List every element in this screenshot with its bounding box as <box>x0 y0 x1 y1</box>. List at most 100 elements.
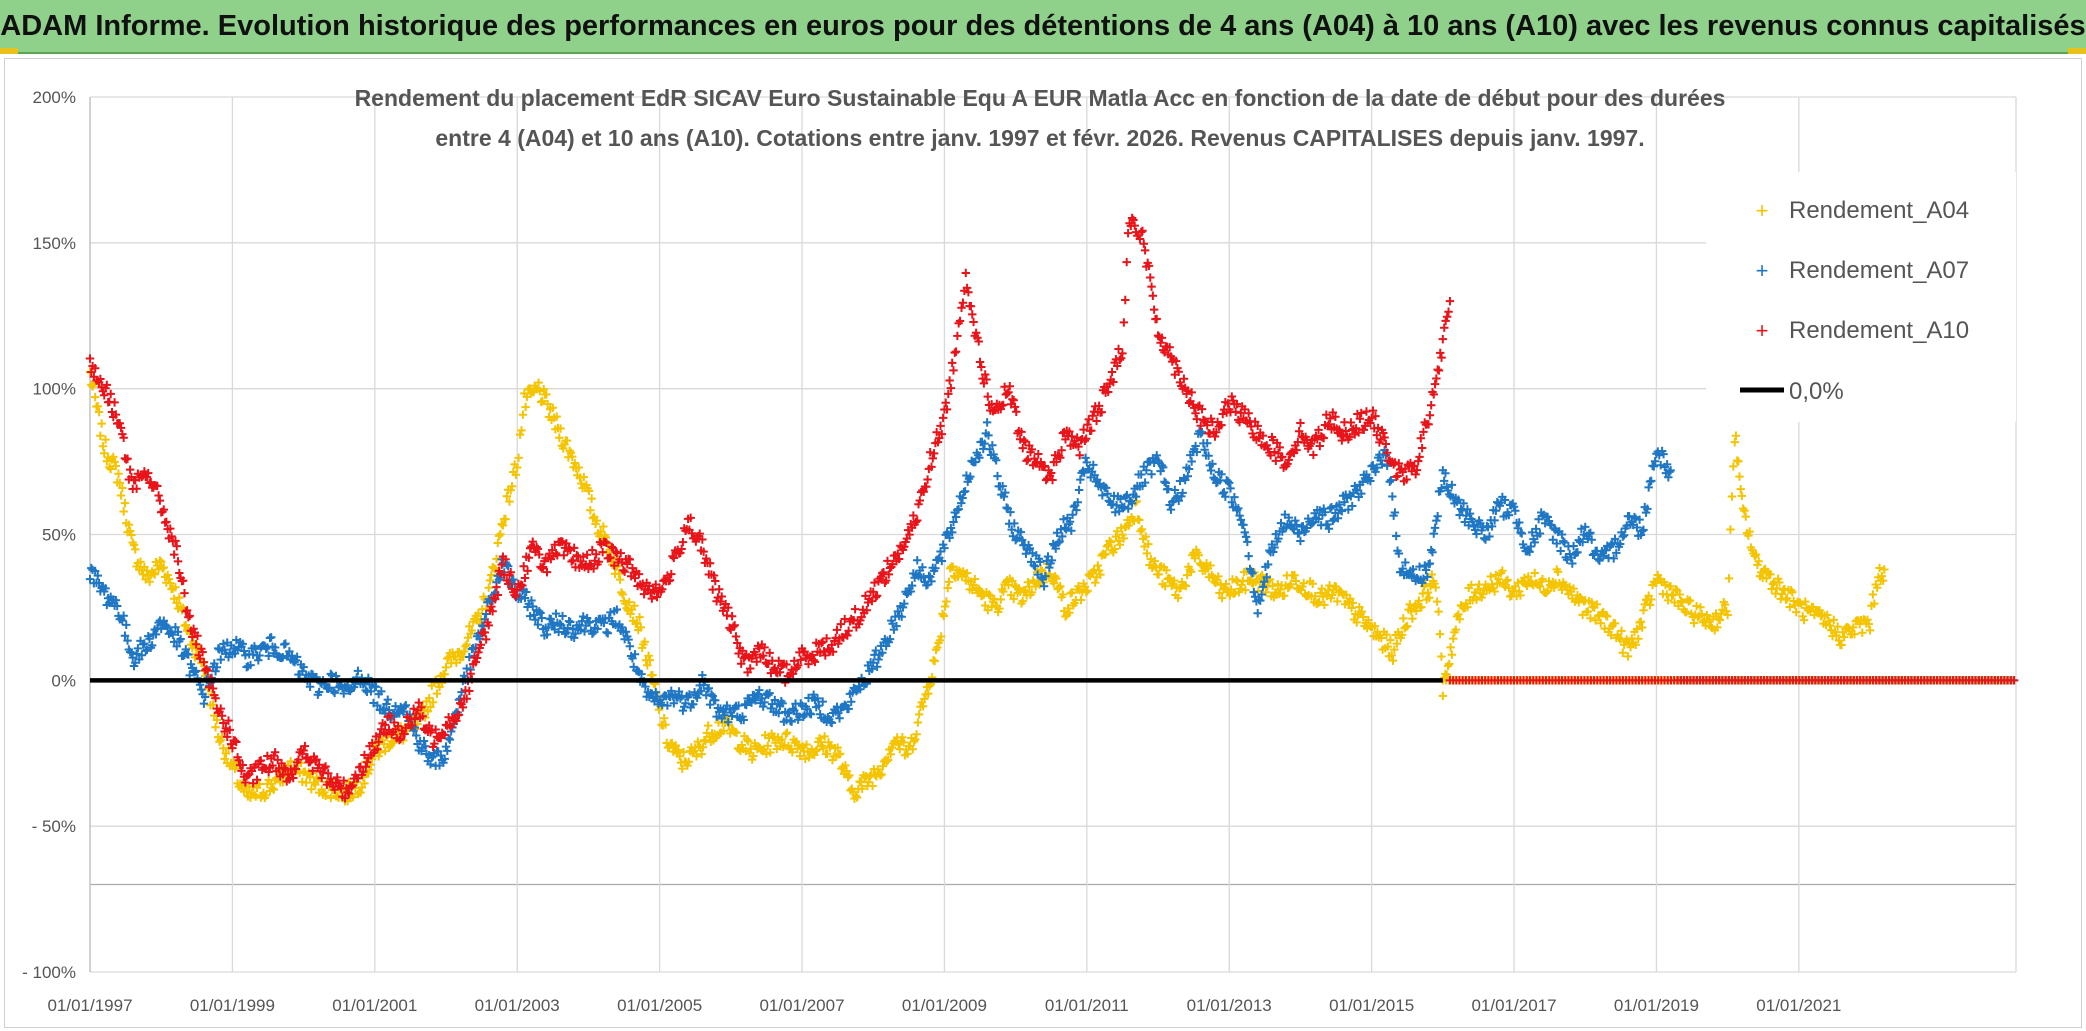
point-a07 <box>1159 463 1168 472</box>
point-a07 <box>1630 512 1639 522</box>
point-a07 <box>834 708 843 718</box>
point-a04 <box>1718 605 1727 614</box>
point-a07 <box>270 643 280 652</box>
point-a07 <box>1357 489 1366 498</box>
point-a04 <box>1583 607 1593 616</box>
point-a07 <box>1610 534 1620 544</box>
point-a10 <box>942 405 952 414</box>
point-a10 <box>199 657 209 667</box>
point-a04 <box>131 545 140 554</box>
point-a10 <box>1144 261 1154 271</box>
point-a04 <box>1863 615 1872 625</box>
point-a04 <box>1317 584 1326 593</box>
point-a04 <box>1135 515 1144 525</box>
point-a07 <box>1415 562 1424 571</box>
point-a07 <box>141 646 150 656</box>
point-a04 <box>163 570 172 580</box>
point-a07 <box>527 596 536 605</box>
point-a10 <box>790 656 799 666</box>
point-a10 <box>418 712 427 721</box>
point-a04 <box>940 602 950 611</box>
point-a04 <box>908 745 917 754</box>
point-a10 <box>936 421 945 431</box>
point-a10 <box>142 472 152 482</box>
point-a04 <box>811 746 820 756</box>
point-a10 <box>630 573 640 583</box>
point-a04 <box>441 663 451 672</box>
point-a10 <box>1444 307 1453 316</box>
point-a04 <box>1229 589 1238 598</box>
point-a04 <box>1105 536 1114 546</box>
point-a04 <box>552 412 561 421</box>
point-a04 <box>1503 575 1512 585</box>
point-a07 <box>1016 527 1025 537</box>
point-a04 <box>1735 472 1744 481</box>
point-a07 <box>254 656 263 665</box>
point-a07 <box>1089 460 1098 470</box>
point-a04 <box>788 748 797 757</box>
point-a10 <box>221 724 231 733</box>
point-a07 <box>1480 534 1489 543</box>
point-a04 <box>175 593 184 602</box>
point-a04 <box>615 575 625 584</box>
point-a04 <box>1430 579 1439 588</box>
point-a10 <box>1244 409 1253 418</box>
point-a10 <box>100 391 109 400</box>
point-a04 <box>102 457 112 466</box>
point-a07 <box>1292 520 1301 530</box>
point-a07 <box>827 718 836 728</box>
zero-point-a10 <box>2009 676 2019 685</box>
point-a07 <box>874 655 883 664</box>
point-a07 <box>421 741 430 751</box>
point-a10 <box>501 555 510 564</box>
point-a07 <box>774 708 783 718</box>
point-a07 <box>707 690 716 699</box>
point-a07 <box>949 517 958 527</box>
point-a04 <box>1364 615 1373 625</box>
point-a07 <box>353 666 363 676</box>
x-tick-label: 01/01/1997 <box>47 996 132 1015</box>
point-a10 <box>834 639 843 648</box>
point-a04 <box>877 770 886 779</box>
point-a04 <box>1427 570 1437 579</box>
point-a07 <box>1244 551 1253 561</box>
point-a10 <box>804 659 813 669</box>
point-a07 <box>1253 609 1262 618</box>
point-a10 <box>1394 459 1404 468</box>
point-a04 <box>506 486 515 495</box>
point-a04 <box>1387 651 1396 660</box>
point-a04 <box>493 538 502 548</box>
point-a07 <box>1302 523 1312 533</box>
point-a04 <box>467 626 477 635</box>
point-a10 <box>348 781 357 790</box>
point-a10 <box>1248 429 1257 438</box>
point-a04 <box>1727 492 1737 501</box>
point-a07 <box>704 684 714 693</box>
point-a10 <box>1218 409 1227 419</box>
point-a10 <box>294 755 303 764</box>
point-a07 <box>111 596 121 605</box>
point-a07 <box>1390 508 1400 517</box>
point-a07 <box>1240 528 1249 537</box>
point-a04 <box>975 586 985 595</box>
point-a07 <box>998 481 1007 491</box>
point-a10 <box>223 732 232 742</box>
point-a04 <box>1434 607 1443 616</box>
point-a10 <box>1232 399 1242 409</box>
point-a04 <box>149 569 158 578</box>
point-a07 <box>784 708 794 717</box>
point-a04 <box>1472 595 1481 604</box>
point-a07 <box>1664 473 1673 482</box>
point-a07 <box>1632 523 1642 532</box>
point-a07 <box>529 610 539 620</box>
point-a04 <box>208 700 218 709</box>
point-a04 <box>1647 595 1656 604</box>
point-a10 <box>181 607 190 616</box>
point-a04 <box>1839 632 1849 642</box>
point-a10 <box>116 423 126 433</box>
point-a04 <box>1801 597 1810 606</box>
point-a10 <box>946 383 956 393</box>
point-a07 <box>112 601 122 611</box>
point-a10 <box>1148 291 1158 300</box>
